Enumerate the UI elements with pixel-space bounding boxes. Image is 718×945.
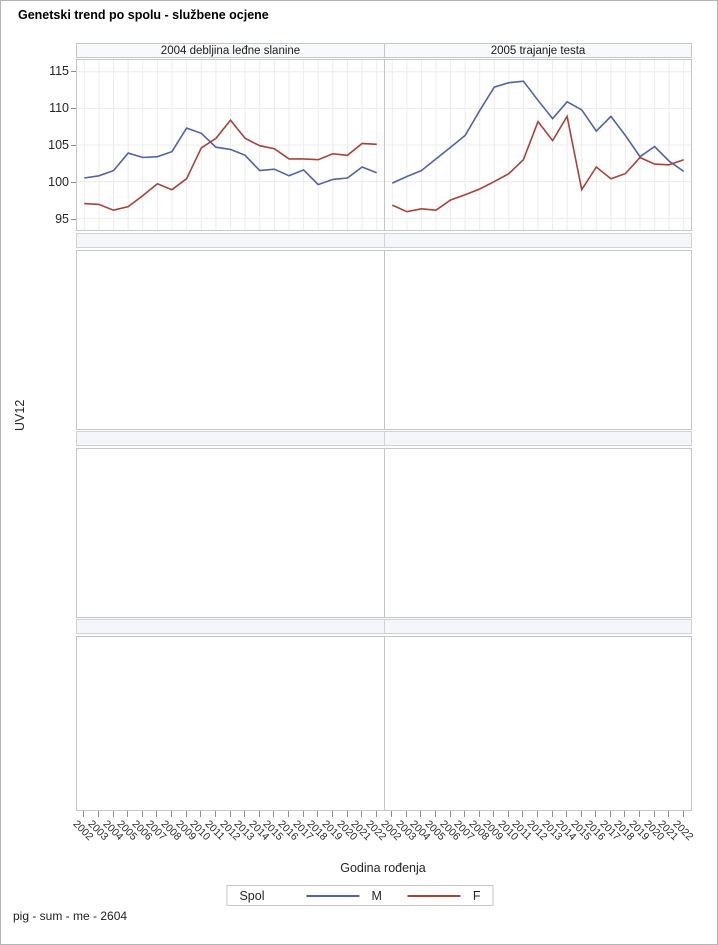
footer-note: pig - sum - me - 2604 [13, 909, 128, 923]
legend-label-f: F [472, 888, 481, 903]
x-tick-mark [551, 811, 553, 817]
x-tick-mark [317, 811, 319, 817]
x-tick-mark [346, 811, 348, 817]
row-separator-band [384, 431, 692, 446]
x-tick-mark [449, 811, 451, 817]
y-tick-mark [71, 70, 76, 72]
y-tick-label: 95 [55, 212, 69, 227]
line-chart-2005 [385, 60, 691, 230]
row-separator-band [384, 233, 692, 248]
empty-panel [76, 448, 385, 618]
y-tick-mark [71, 145, 76, 146]
legend-title: Spol [239, 888, 265, 903]
y-tick-mark [71, 107, 76, 109]
x-tick-mark [83, 811, 85, 817]
x-tick-mark [464, 811, 466, 817]
series-line-F [391, 114, 684, 213]
page-title: Genetski trend po spolu - službene ocjen… [18, 8, 269, 22]
x-tick-mark [478, 811, 480, 817]
y-tick-label: 110 [49, 100, 69, 115]
empty-panel [76, 250, 385, 430]
x-tick-mark [185, 811, 187, 817]
x-tick-mark [435, 811, 436, 817]
x-tick-mark [595, 811, 597, 817]
row-separator-band [76, 233, 385, 248]
y-tick-label: 115 [49, 63, 69, 78]
x-tick-mark [273, 811, 275, 817]
row-separator-band [76, 619, 385, 634]
x-tick-mark [258, 811, 260, 817]
legend-label-m: M [371, 888, 382, 903]
series-line-F [84, 118, 377, 212]
x-tick-mark [156, 811, 158, 817]
x-tick-mark [302, 811, 304, 817]
empty-panel [76, 636, 385, 811]
empty-panel [384, 250, 692, 430]
line-chart-2004 [77, 60, 384, 230]
y-tick-label: 105 [48, 138, 69, 152]
x-tick-mark [288, 811, 289, 817]
x-tick-mark [566, 811, 568, 817]
row-separator-band [384, 619, 692, 634]
legend-line-f-icon [407, 894, 461, 897]
series-line-M [391, 80, 685, 184]
x-tick-mark [141, 811, 143, 817]
y-tick-label: 100 [48, 175, 69, 190]
x-tick-mark [420, 811, 422, 817]
y-axis-title: UV12 [13, 399, 27, 431]
series-line-M [84, 127, 377, 186]
legend-item-m: M [306, 888, 382, 903]
x-tick-mark [405, 811, 407, 817]
x-tick-mark [97, 811, 99, 817]
x-tick-mark [668, 811, 670, 817]
chart-panel-2004 [76, 59, 385, 231]
x-tick-mark [375, 811, 377, 817]
x-tick-mark [214, 811, 216, 817]
x-tick-mark [653, 811, 655, 817]
chart-panel-2005 [384, 59, 692, 231]
row-separator-band [76, 431, 385, 446]
legend-line-m-icon [306, 894, 360, 897]
x-tick-mark [507, 811, 509, 817]
y-tick-mark [71, 182, 76, 184]
x-tick-mark [639, 811, 640, 817]
y-tick-mark [71, 219, 76, 221]
x-tick-mark [331, 811, 333, 817]
empty-panel [384, 636, 692, 811]
x-tick-mark [391, 811, 393, 817]
column-header-2004: 2004 debljina leđne slanine [76, 43, 385, 58]
x-tick-mark [244, 811, 246, 817]
legend: Spol M F [226, 885, 494, 906]
x-tick-mark [127, 811, 129, 817]
x-tick-mark [200, 811, 202, 817]
x-tick-mark [361, 811, 363, 817]
x-tick-mark [580, 811, 582, 817]
x-axis-title: Godina rođenja [340, 861, 426, 875]
empty-panel [384, 448, 692, 618]
x-tick-mark [493, 811, 495, 817]
x-tick-mark [624, 811, 626, 817]
x-tick-mark [112, 811, 114, 817]
x-tick-mark [537, 811, 538, 817]
x-tick-mark [522, 811, 524, 817]
x-tick-mark [609, 811, 611, 817]
column-header-2005: 2005 trajanje testa [384, 43, 692, 58]
x-tick-mark [682, 811, 684, 817]
legend-item-f: F [407, 888, 481, 903]
x-tick-mark [171, 811, 172, 817]
x-tick-mark [229, 811, 231, 817]
